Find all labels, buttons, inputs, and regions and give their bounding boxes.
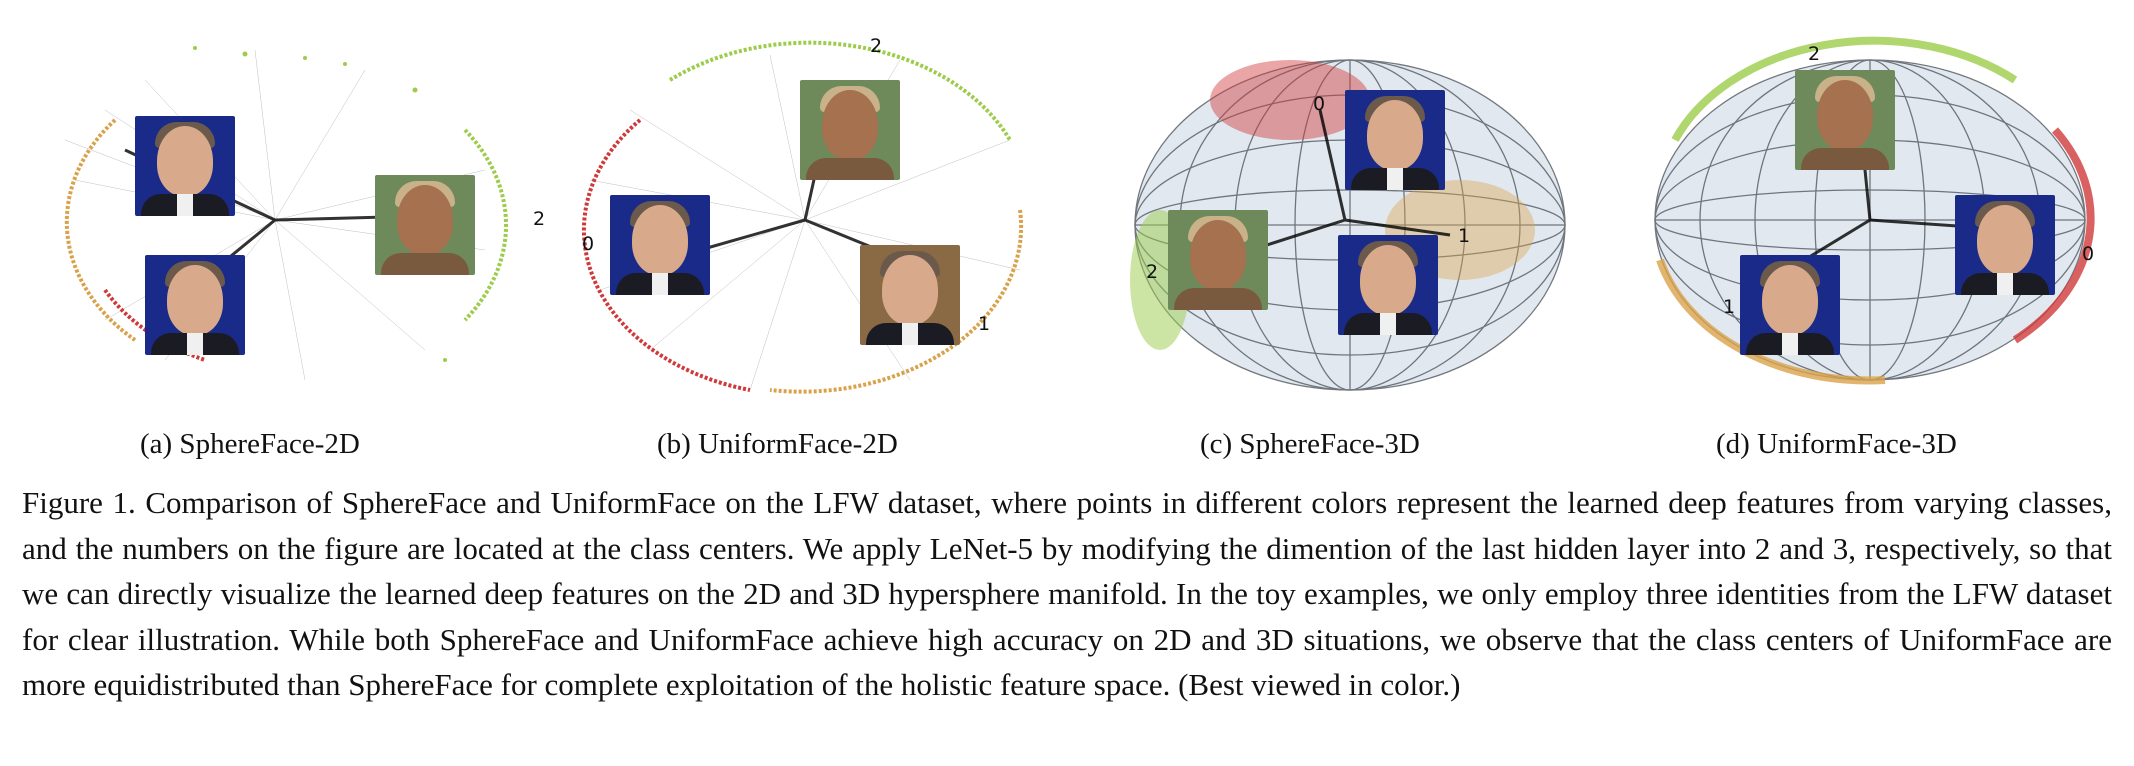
face-image-bush [610,195,710,295]
panel-c-caption: (c) SphereFace-3D [1200,428,1420,460]
panel-c: 0 1 2 [1120,30,1620,410]
face-image-blair [860,245,960,345]
panel-a: 1 0 2 [45,30,545,410]
panel-c-center-2: 2 [1146,261,1158,283]
panel-b: 0 1 2 [570,30,1070,410]
face-image-williams [1168,210,1268,310]
panel-a-center-2: 2 [533,208,545,230]
face-image-bush [145,255,245,355]
panel-d: 2 1 0 [1635,30,2134,410]
panel-b-center-1: 1 [978,313,990,335]
panel-b-caption: (b) UniformFace-2D [657,428,898,460]
panel-c-center-1: 1 [1458,225,1470,247]
panel-a-caption: (a) SphereFace-2D [140,428,360,460]
panel-c-center-0: 0 [1313,93,1325,115]
face-image-williams [1795,70,1895,170]
face-image-blair [1740,255,1840,355]
face-image-williams [375,175,475,275]
panel-b-plot: 0 1 2 [581,35,1024,394]
panel-d-center-0: 0 [2082,243,2094,265]
panel-d-center-2: 2 [1808,43,1820,65]
panel-d-center-1: 1 [1723,296,1735,318]
face-image-williams [800,80,900,180]
face-image-bush [1955,195,2055,295]
face-image-bush [1345,90,1445,190]
face-image-blair [135,116,235,216]
figure-caption: Figure 1. Comparison of SphereFace and U… [22,485,2112,702]
panel-b-center-0: 0 [582,233,594,255]
panel-d-caption: (d) UniformFace-3D [1716,428,1957,460]
panel-b-center-2: 2 [870,35,882,57]
face-image-blair [1338,235,1438,335]
